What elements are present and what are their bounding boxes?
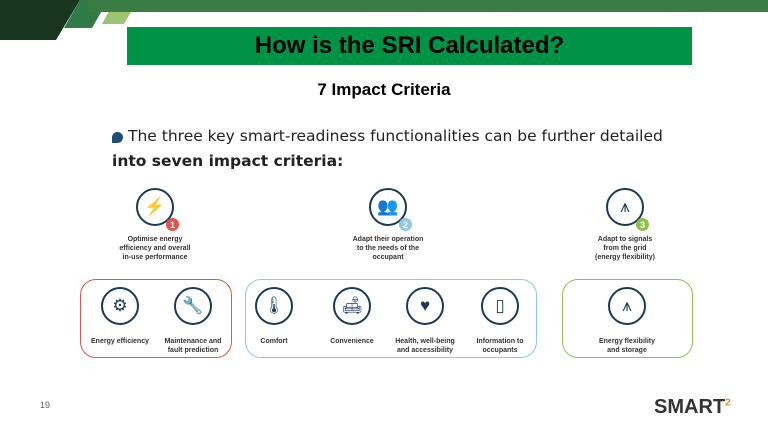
functionality-caption: Adapt their operation to the needs of the…: [323, 235, 453, 262]
subtitle: 7 Impact Criteria: [317, 80, 451, 99]
group-energy: [80, 279, 232, 358]
smartphone-icon: ▯: [481, 287, 519, 325]
wrench-icon: 🔧: [174, 287, 212, 325]
label-line: Energy efficiency: [91, 338, 149, 345]
label-line: Information to: [476, 338, 524, 345]
caption-line: efficiency and overall: [119, 245, 191, 252]
functionality-caption: Optimise energy efficiency and overall in-…: [90, 235, 220, 262]
functionality-caption: Adapt to signals from the grid (energy fle…: [560, 235, 690, 262]
number-badge: 3: [636, 218, 649, 231]
label-line: Comfort: [260, 338, 288, 345]
bullet-line-1: The three key smart-readiness functional…: [128, 127, 663, 145]
caption-line: Adapt to signals: [597, 236, 653, 243]
label-line: Convenience: [330, 338, 374, 345]
criterion-label: Information to occupants: [455, 337, 545, 355]
page-number: 19: [40, 400, 51, 410]
criterion-label: Comfort: [229, 337, 319, 346]
smart2-logo: SMART2: [654, 396, 731, 418]
group-occupant: [245, 279, 537, 358]
bullet-icon: [112, 132, 123, 143]
number-badge: 1: [166, 218, 179, 231]
thermometer-icon: 🌡: [255, 287, 293, 325]
group-grid: [562, 279, 693, 358]
bullet-line-2: into seven impact criteria:: [112, 152, 344, 170]
caption-line: Optimise energy: [127, 236, 183, 243]
label-line: occupants: [482, 347, 518, 354]
page-title: How is the SRI Calculated?: [127, 27, 692, 65]
label-line: Health, well-being: [395, 338, 455, 345]
criterion-label: Health, well-being and accessibility: [380, 337, 470, 355]
header-band: [88, 0, 768, 12]
sofa-icon: 🛋: [333, 287, 371, 325]
power-pylon-icon: ⩚: [608, 287, 646, 325]
caption-line: (energy flexibility): [595, 254, 655, 261]
caption-line: occupant: [372, 254, 404, 261]
label-line: and storage: [607, 347, 647, 354]
label-line: and accessibility: [396, 347, 454, 354]
caption-line: in-use performance: [122, 254, 188, 261]
number-badge: 2: [399, 218, 412, 231]
corner-decoration: [0, 0, 138, 40]
caption-line: from the grid: [603, 245, 647, 252]
power-pylon-icon: ⩚: [606, 188, 644, 226]
criterion-label: Maintenance and fault prediction: [148, 337, 238, 355]
heart-pulse-icon: ♥: [406, 287, 444, 325]
criterion-label: Convenience: [307, 337, 397, 346]
label-line: Energy flexibility: [598, 338, 656, 345]
bullet-text: The three key smart-readiness functional…: [112, 124, 692, 174]
caption-line: to the needs of the: [356, 245, 420, 252]
criterion-label: Energy flexibility and storage: [582, 337, 672, 355]
label-line: fault prediction: [167, 347, 219, 354]
label-line: Maintenance and: [164, 338, 222, 345]
sun-gear-icon: ⚙: [101, 287, 139, 325]
criterion-label: Energy efficiency: [75, 337, 165, 346]
caption-line: Adapt their operation: [352, 236, 424, 243]
